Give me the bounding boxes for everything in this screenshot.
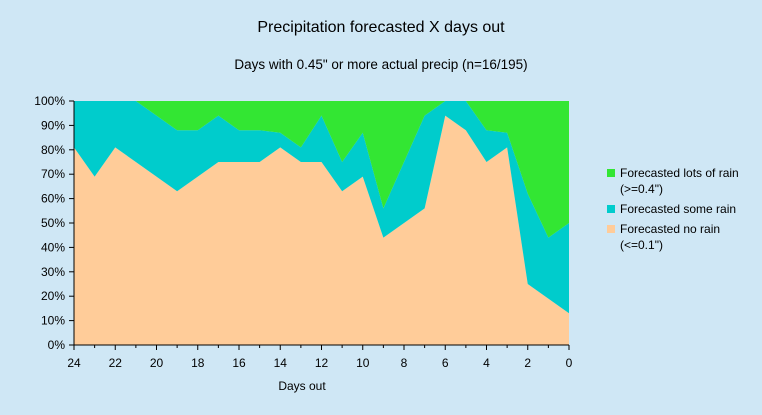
x-tick-label: 0 [566,356,573,370]
x-tick-label: 20 [150,356,164,370]
chart-title: Precipitation forecasted X days out [257,19,505,36]
y-tick-label: 70% [41,167,65,181]
plot-areas [74,101,569,345]
y-tick-label: 60% [41,192,65,206]
y-tick-label: 50% [41,216,65,230]
y-tick-label: 40% [41,240,65,254]
legend-label: Forecasted no rain [620,222,720,236]
x-tick-label: 2 [524,356,531,370]
x-tick-label: 12 [315,356,329,370]
legend-swatch-2 [607,225,615,233]
chart-subtitle: Days with 0.45" or more actual precip (n… [234,57,527,72]
legend-label: (<=0.1") [620,238,663,252]
x-tick-label: 6 [442,356,449,370]
x-tick-label: 14 [274,356,288,370]
y-tick-label: 0% [48,338,66,352]
x-tick-label: 10 [356,356,370,370]
legend-swatch-1 [607,205,615,213]
axes: 0%10%20%30%40%50%60%70%80%90%100%24 22 20 1… [34,94,572,370]
series-area-0 [74,115,569,345]
series-area-1 [74,101,569,314]
y-tick-label: 20% [41,289,65,303]
y-tick-label: 10% [41,314,65,328]
legend-label: (>=0.4") [620,182,663,196]
x-tick-label: 18 [191,356,205,370]
y-tick-label: 80% [41,143,65,157]
legend-swatch-0 [607,169,615,177]
y-tick-label: 30% [41,265,65,279]
legend-label: Forecasted some rain [620,202,736,216]
legend-label: Forecasted lots of rain [620,166,739,180]
x-tick-label: 24 [67,356,81,370]
x-axis-label: Days out [278,379,326,393]
x-tick-label: 22 [109,356,123,370]
series-area-2 [74,101,569,238]
x-tick-label: 4 [483,356,490,370]
legend: Forecasted lots of rain (>=0.4") Forecaste… [607,166,739,252]
x-tick-label: 8 [401,356,408,370]
x-tick-label: 16 [232,356,246,370]
y-tick-label: 90% [41,118,65,132]
y-tick-label: 100% [34,94,65,108]
